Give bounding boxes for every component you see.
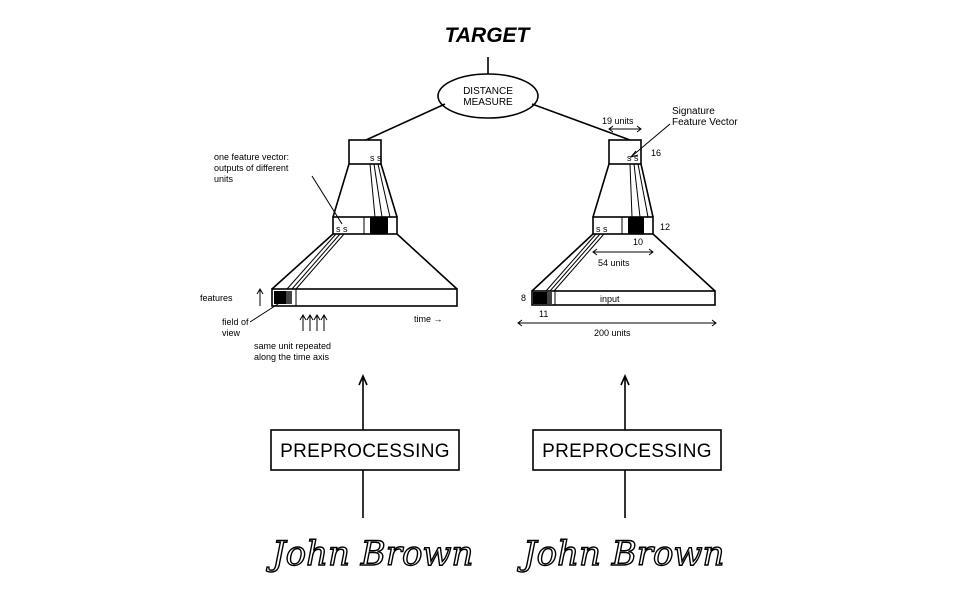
left-output-box <box>348 139 382 165</box>
left-preprocessing-label: PREPROCESSING <box>280 441 450 462</box>
left-preprocessing: PREPROCESSING <box>270 374 460 518</box>
svg-text:s s: s s <box>627 153 639 163</box>
left-signature: John Brown <box>266 534 473 574</box>
left-distance-link <box>365 103 446 141</box>
num-8-label: 8 <box>521 293 526 303</box>
distance-measure-line1: DISTANCE <box>463 86 513 97</box>
units-200-label: 200 units <box>594 328 631 338</box>
right-distance-link <box>531 103 631 141</box>
field-of-view-line2: view <box>222 328 241 338</box>
num-12-label: 12 <box>660 222 670 232</box>
num-11-label: 11 <box>539 309 548 319</box>
target-label: TARGET <box>445 24 532 47</box>
left-preprocessing-box <box>270 429 460 471</box>
units-19-label: 19 units <box>602 116 634 126</box>
same-unit-repeated-line2: along the time axis <box>254 352 330 362</box>
one-feature-vector-line2: outputs of different <box>214 163 289 173</box>
right-preprocessing: PREPROCESSING <box>532 374 722 518</box>
left-output-marks: s s <box>370 153 382 163</box>
right-signature: John Brown <box>517 534 724 574</box>
one-feature-vector-line1: one feature vector: <box>214 152 289 162</box>
units-54-label: 54 units <box>598 258 630 268</box>
features-label: features <box>200 293 233 303</box>
one-feature-vector-line3: units <box>214 174 234 184</box>
num-16-label: 16 <box>651 148 661 158</box>
signature-feature-vector-line2: Feature Vector <box>672 117 738 128</box>
num-10-label: 10 <box>633 237 643 247</box>
repeated-unit-arrows <box>299 314 328 331</box>
input-label: input <box>600 294 620 304</box>
distance-measure-line2: MEASURE <box>463 97 513 108</box>
right-preprocessing-label: PREPROCESSING <box>542 441 712 462</box>
left-hidden-receptive <box>370 217 388 234</box>
svg-text:s s: s s <box>336 224 348 234</box>
same-unit-repeated-line1: same unit repeated <box>254 341 331 351</box>
left-network: s s s s one feature vector: outputs of d… <box>200 139 458 362</box>
svg-text:s s: s s <box>596 224 608 234</box>
left-input-layer <box>271 288 458 307</box>
time-label: time → <box>414 314 443 324</box>
signature-feature-vector-line1: Signature <box>672 106 715 117</box>
distance-measure: DISTANCE MEASURE <box>437 73 539 119</box>
field-of-view-line1: field of <box>222 317 249 327</box>
right-input-layer <box>531 290 716 306</box>
right-network: s s s s input 19 units Signature Feature… <box>517 106 738 338</box>
right-preprocessing-box <box>532 429 722 471</box>
